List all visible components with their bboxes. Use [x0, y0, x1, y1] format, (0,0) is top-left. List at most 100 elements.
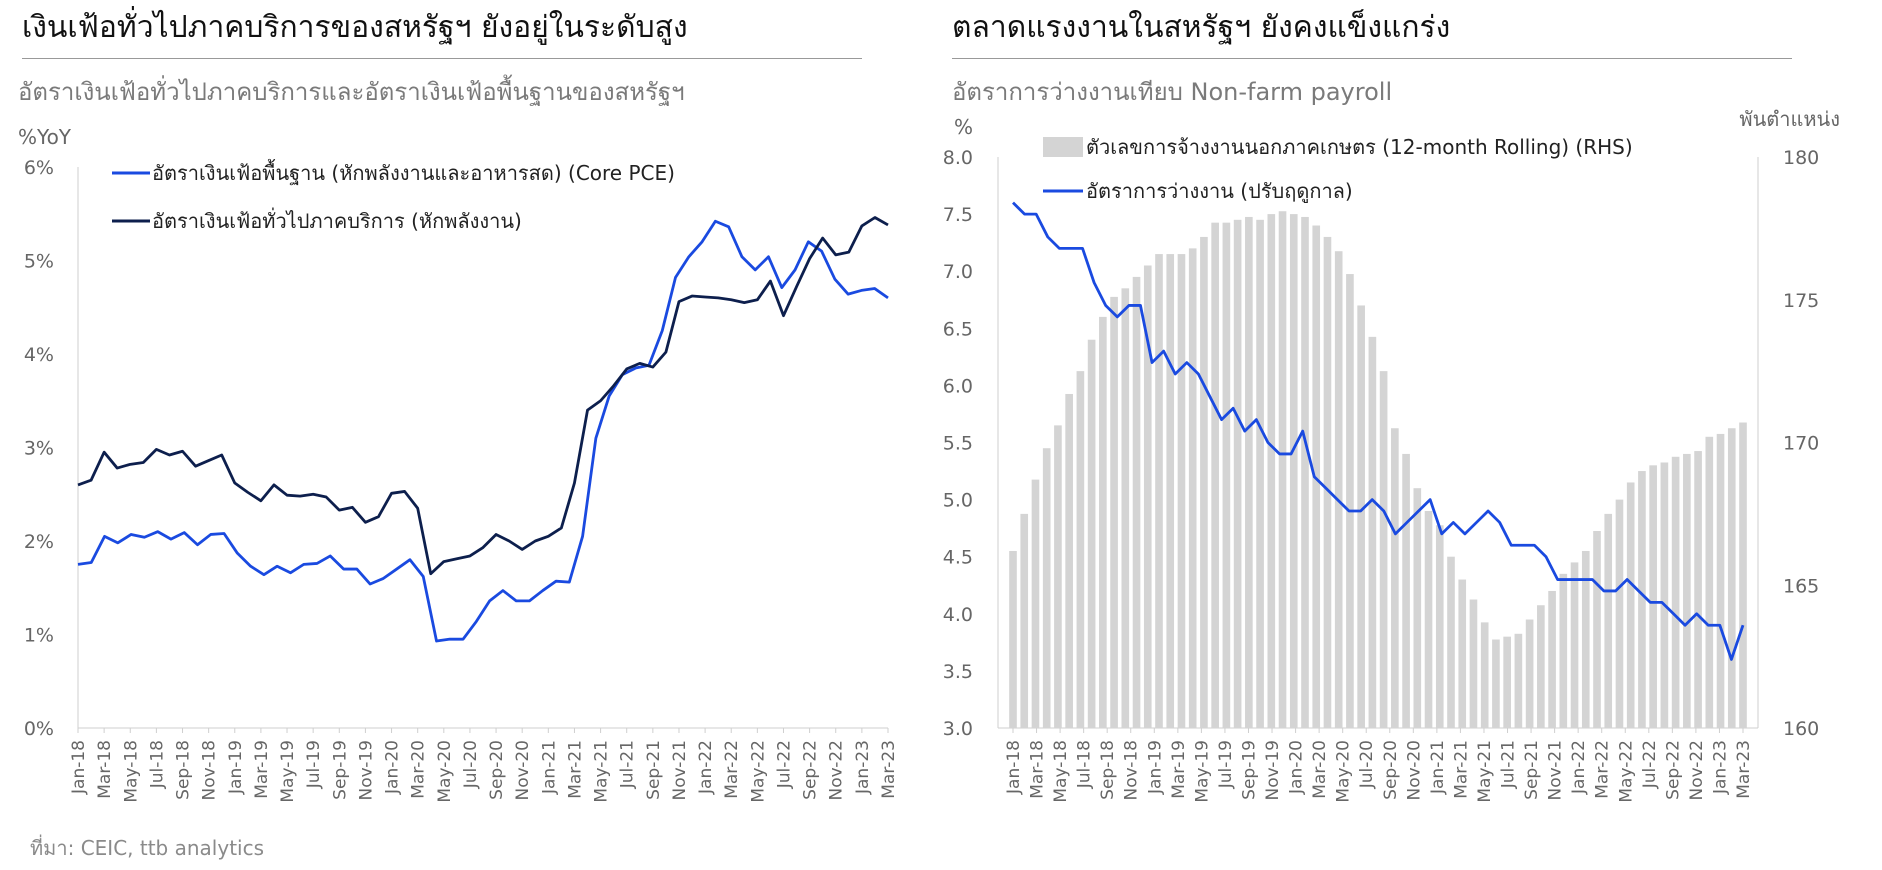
x-tick-label: Jan-18	[69, 740, 89, 795]
payroll-bar	[1155, 254, 1163, 728]
x-tick-label: Jan-20	[1287, 740, 1307, 795]
x-tick-label: Nov-18	[200, 740, 220, 801]
payroll-bar	[1233, 219, 1242, 728]
payroll-bar	[1334, 251, 1343, 728]
payroll-bar	[1548, 590, 1556, 728]
payroll-bar	[1323, 236, 1332, 728]
left-title-divider	[22, 58, 862, 59]
x-tick-label: Nov-21	[670, 740, 690, 801]
x-tick-label: Sep-20	[487, 740, 507, 800]
x-tick-label: Jul-18	[1075, 740, 1095, 789]
x-tick-label: Nov-21	[1546, 740, 1566, 801]
x-tick-label: Jan-22	[1569, 740, 1589, 795]
payroll-bar	[1289, 214, 1298, 729]
payroll-bar	[1402, 453, 1410, 728]
payroll-bar	[1458, 579, 1467, 728]
y-tick-label: 1%	[24, 625, 54, 647]
payroll-bar	[1301, 216, 1309, 728]
payroll-bar	[1593, 531, 1601, 728]
x-tick-label: Sep-22	[1663, 740, 1683, 800]
payroll-bar	[1671, 456, 1680, 728]
payroll-bar	[1525, 619, 1534, 728]
y2-tick-label: 160	[1783, 718, 1819, 740]
payroll-bar	[1694, 451, 1702, 728]
x-tick-label: Mar-22	[722, 740, 742, 799]
payroll-bar	[1424, 511, 1433, 728]
x-tick-label: Jan-22	[696, 740, 716, 795]
y2-tick-label: 165	[1783, 575, 1819, 597]
y-tick-label: 8.0	[943, 147, 973, 169]
payroll-bar	[1391, 428, 1399, 728]
x-tick-label: Sep-18	[1098, 740, 1118, 800]
payroll-bar	[1166, 254, 1175, 728]
x-tick-label: Jul-20	[461, 740, 481, 789]
x-tick-label: Sep-19	[1239, 740, 1259, 800]
x-tick-label: Jan-21	[1428, 740, 1448, 795]
x-tick-label: Sep-18	[174, 740, 194, 800]
series-line-1	[77, 219, 889, 643]
y-tick-label: 5%	[24, 251, 54, 273]
x-tick-label: Jan-23	[853, 740, 873, 795]
x-tick-label: Sep-22	[801, 740, 821, 800]
payroll-bar	[1042, 448, 1051, 728]
payroll-bar	[1705, 436, 1714, 728]
y-tick-label: 5.5	[943, 433, 973, 455]
payroll-bar	[1559, 573, 1568, 728]
y-tick-label: 6%	[24, 157, 54, 179]
x-tick-label: May-20	[1334, 740, 1354, 803]
y-tick-label: 0%	[24, 718, 54, 740]
x-tick-label: Nov-19	[356, 740, 376, 801]
y-tick-label: 6.5	[943, 318, 973, 340]
y-tick-label: 4.5	[943, 547, 973, 569]
x-tick-label: Jan-18	[1004, 740, 1024, 795]
x-tick-label: May-21	[592, 740, 612, 803]
y2-tick-label: 180	[1783, 147, 1819, 169]
x-tick-label: Nov-18	[1122, 740, 1142, 801]
payroll-bar	[1143, 265, 1152, 728]
payroll-bar	[1649, 465, 1657, 728]
x-tick-label: May-19	[278, 740, 298, 803]
x-tick-label: May-19	[1192, 740, 1212, 803]
payroll-bar	[1660, 462, 1669, 728]
right-title-divider	[952, 58, 1792, 59]
x-tick-label: Nov-20	[1404, 740, 1424, 801]
y2-tick-label: 175	[1783, 290, 1819, 312]
payroll-bar	[1065, 393, 1073, 728]
y-tick-label: 5.0	[943, 490, 973, 512]
y-tick-label: 3%	[24, 438, 54, 460]
y-tick-label: 4.0	[943, 604, 973, 626]
payroll-bar	[1570, 562, 1579, 728]
x-tick-label: May-18	[121, 740, 141, 803]
series-line-2	[77, 216, 889, 576]
payroll-bar	[1447, 556, 1455, 728]
payroll-bar	[1267, 214, 1276, 729]
right-bar-line-chart: % พันตำแหน่ง 3.0 3.5 4.0 4.5 5.0 5.5 6.0 6.5 7.0 7.…	[943, 107, 1840, 803]
payroll-bar	[1020, 513, 1029, 728]
x-tick-label: Sep-20	[1381, 740, 1401, 800]
x-tick-label: Jul-19	[304, 740, 324, 789]
x-tick-label: Mar-20	[409, 740, 429, 799]
x-tick-label: May-21	[1475, 740, 1495, 803]
x-tick-label: Jan-23	[1710, 740, 1730, 795]
x-tick-label: Nov-22	[1687, 740, 1707, 801]
y-axis-label: %	[954, 115, 973, 139]
x-tick-label: May-22	[748, 740, 768, 803]
right-panel-subtitle: อัตราการว่างงานเทียบ Non-farm payroll	[952, 78, 1393, 106]
x-tick-label: Mar-20	[1310, 740, 1330, 799]
payroll-bar	[1054, 425, 1062, 728]
payroll-bar	[1716, 433, 1725, 728]
x-tick-label: Sep-21	[644, 740, 664, 800]
y-tick-label: 7.0	[943, 261, 973, 283]
y2-axis-label: พันตำแหน่ง	[1739, 107, 1840, 131]
legend-label-bar: ตัวเลขการจ้างงานนอกภาคเกษตร (12-month Ro…	[1086, 135, 1633, 159]
payroll-bar	[1413, 488, 1422, 728]
x-tick-label: Nov-22	[827, 740, 847, 801]
left-line-chart: %YoY 0% 1% 2% 3% 4% 5% 6% Jan-18 Mar-18 May-18 Jul-…	[18, 125, 899, 803]
y2-tick-label: 170	[1783, 433, 1819, 455]
payroll-bar	[1357, 305, 1365, 728]
x-tick-label: Sep-19	[330, 740, 350, 800]
legend-label-line: อัตราการว่างงาน (ปรับฤดูกาล)	[1086, 179, 1353, 204]
left-panel-title: เงินเฟ้อทั่วไปภาคบริการของสหรัฐฯ ยังอยู่…	[22, 10, 688, 45]
x-tick-label: Nov-20	[513, 740, 533, 801]
payroll-bar	[1031, 479, 1040, 728]
